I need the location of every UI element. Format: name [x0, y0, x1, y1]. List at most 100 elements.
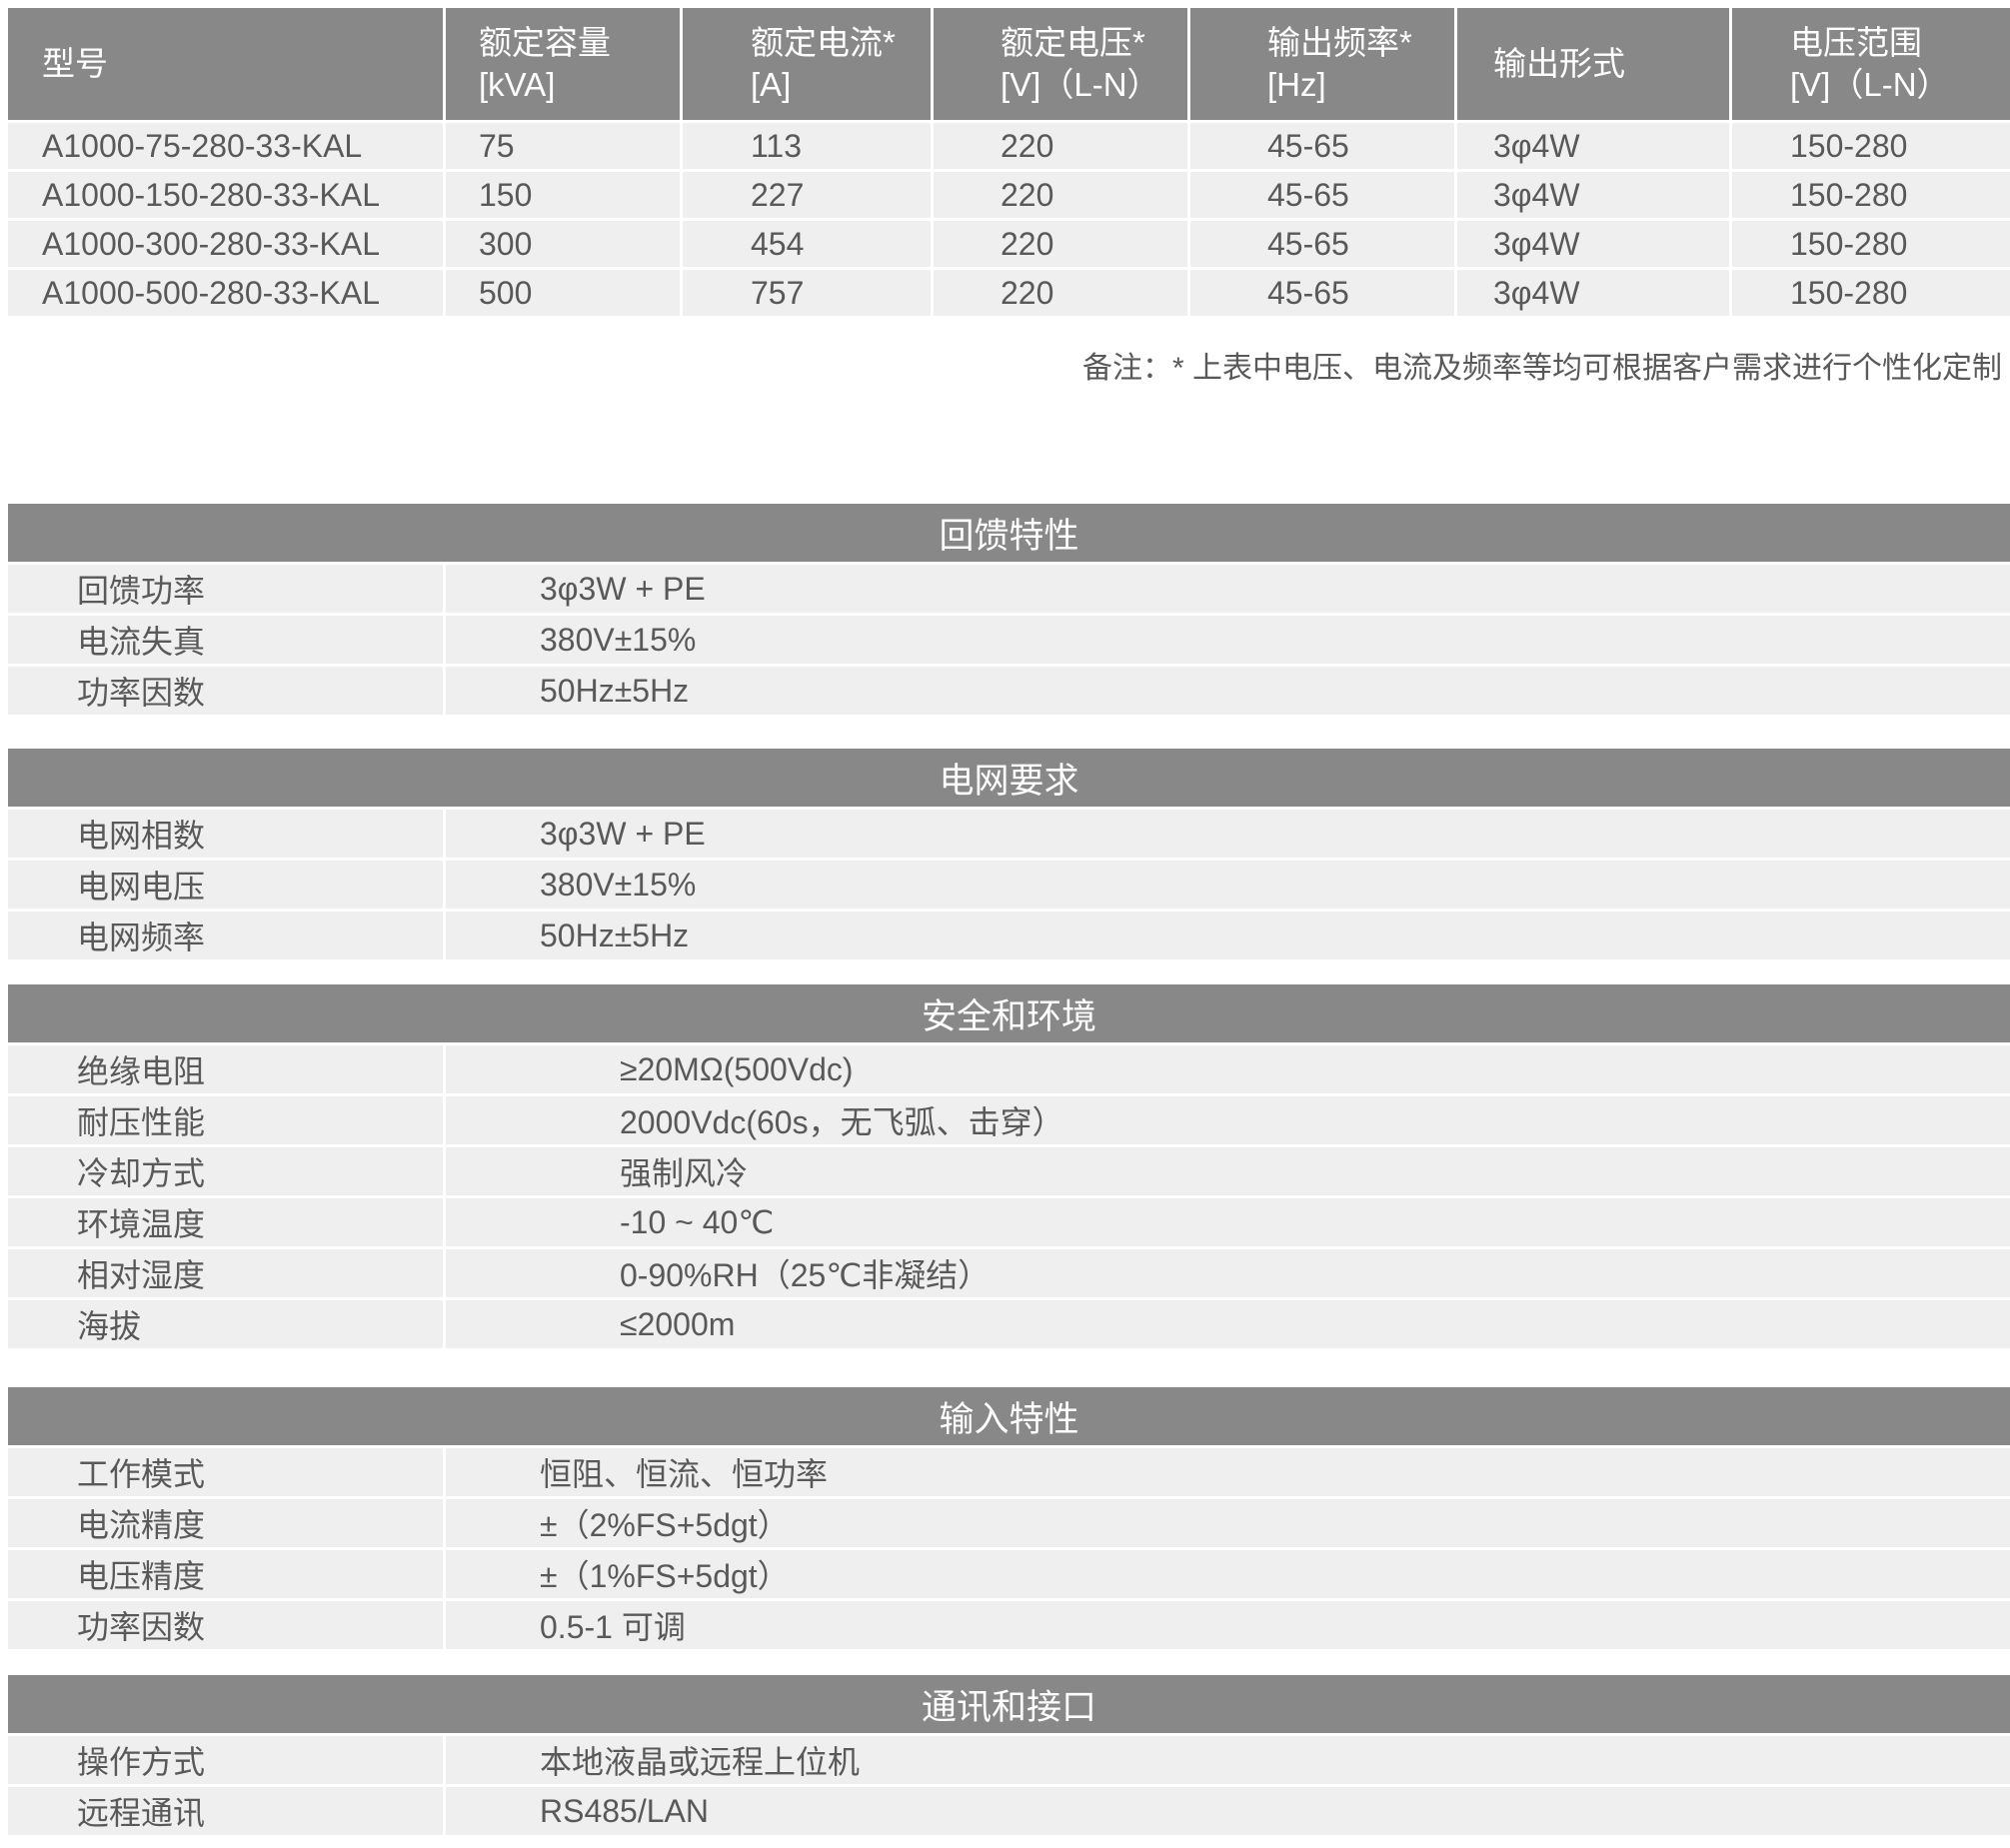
spec-row-label: 电流失真 [8, 616, 443, 664]
column-header-unit: [Hz] [1267, 66, 1326, 103]
spec-row-label: 海拔 [8, 1300, 443, 1348]
table-footnote: 备注：* 上表中电压、电流及频率等均可根据客户需求进行个性化定制 [1081, 352, 2002, 385]
spec-row: 耐压性能 2000Vdc(60s，无飞弧、击穿） [8, 1096, 2010, 1144]
spec-section: 通讯和接口 操作方式 本地液晶或远程上位机 远程通讯 RS485/LAN [8, 1675, 2010, 1835]
column-header: 型号 [8, 8, 446, 120]
column-header: 电压范围 [V]（L-N） [1732, 8, 2010, 120]
table-row: A1000-75-280-33-KAL 75 113 220 45-65 3φ4W 150-… [8, 123, 2010, 169]
spec-row-label: 功率因数 [8, 1601, 443, 1649]
value-cell: 75 [446, 123, 683, 169]
spec-row: 回馈功率 3φ3W + PE [8, 565, 2010, 613]
spec-row: 功率因数 0.5-1 可调 [8, 1601, 2010, 1649]
spec-row-label: 绝缘电阻 [8, 1045, 443, 1093]
value-cell: 3φ4W [1457, 123, 1732, 169]
value-cell: 113 [683, 123, 934, 169]
spec-row-label: 电压精度 [8, 1550, 443, 1598]
spec-row-value: 强制风冷 [446, 1147, 2010, 1195]
section-title: 电网要求 [939, 761, 1079, 801]
spec-row-value: RS485/LAN [446, 1787, 2010, 1835]
spec-row: 环境温度 -10 ~ 40℃ [8, 1198, 2010, 1246]
value-cell: 220 [934, 270, 1190, 316]
column-header: 额定容量 [kVA] [446, 8, 683, 120]
section-title: 通讯和接口 [921, 1687, 1096, 1727]
value-cell: 150-280 [1732, 123, 2010, 169]
value-cell: 300 [446, 221, 683, 267]
value-cell: 150-280 [1732, 172, 2010, 218]
spec-row-label: 工作模式 [8, 1448, 443, 1496]
section-header-bar: 回馈特性 [8, 504, 2010, 562]
spec-row-label: 冷却方式 [8, 1147, 443, 1195]
spec-row-value: 3φ3W + PE [446, 810, 2010, 858]
section-title: 回馈特性 [939, 516, 1079, 556]
section-header-bar: 安全和环境 [8, 984, 2010, 1042]
spec-row: 绝缘电阻 ≥20MΩ(500Vdc) [8, 1045, 2010, 1093]
spec-row-label: 耐压性能 [8, 1096, 443, 1144]
column-header-label: 额定电流* [751, 24, 896, 61]
value-cell: 227 [683, 172, 934, 218]
table-header-row: 型号 额定容量 [kVA] 额定电流* [A] 额定电压* [V]（L-N） 输出频率* [Hz… [8, 8, 2010, 120]
spec-row-value: ±（1%FS+5dgt） [446, 1550, 2010, 1598]
spec-row-label: 电网相数 [8, 810, 443, 858]
table-row: A1000-500-280-33-KAL 500 757 220 45-65 3φ4W 15… [8, 270, 2010, 316]
spec-row-value: ≤2000m [446, 1300, 2010, 1348]
spec-row: 电流失真 380V±15% [8, 616, 2010, 664]
spec-section: 安全和环境绝缘电阻 ≥20MΩ(500Vdc) 耐压性能 2000Vdc(60s，无飞… [8, 984, 2010, 1348]
column-header-label: 输出形式 [1493, 45, 1625, 82]
column-header-unit: [kVA] [479, 66, 556, 103]
spec-row-label: 相对湿度 [8, 1249, 443, 1297]
column-header-unit: [A] [751, 66, 792, 103]
spec-row: 电流精度 ±（2%FS+5dgt） [8, 1499, 2010, 1547]
column-header-label: 输出频率* [1267, 24, 1412, 61]
value-cell: 45-65 [1190, 221, 1457, 267]
value-cell: 454 [683, 221, 934, 267]
spec-row-label: 功率因数 [8, 667, 443, 715]
value-cell: 220 [934, 221, 1190, 267]
spec-row-value: 3φ3W + PE [446, 565, 2010, 613]
section-header-bar: 输入特性 [8, 1387, 2010, 1445]
column-header: 输出形式 [1457, 8, 1732, 120]
table-row: A1000-300-280-33-KAL 300 454 220 45-65 3φ4W 15… [8, 221, 2010, 267]
section-header-bar: 通讯和接口 [8, 1675, 2010, 1733]
spec-row-value: 本地液晶或远程上位机 [446, 1736, 2010, 1784]
spec-row: 相对湿度 0-90%RH（25℃非凝结） [8, 1249, 2010, 1297]
section-title: 安全和环境 [921, 996, 1096, 1036]
model-cell: A1000-75-280-33-KAL [8, 123, 446, 169]
column-header-unit: [V]（L-N） [1001, 66, 1160, 103]
value-cell: 150-280 [1732, 221, 2010, 267]
spec-row: 电网频率 50Hz±5Hz [8, 912, 2010, 959]
column-header: 额定电压* [V]（L-N） [934, 8, 1190, 120]
spec-row: 电网电压 380V±15% [8, 861, 2010, 909]
model-cell: A1000-500-280-33-KAL [8, 270, 446, 316]
value-cell: 3φ4W [1457, 270, 1732, 316]
value-cell: 3φ4W [1457, 172, 1732, 218]
spec-row: 功率因数 50Hz±5Hz [8, 667, 2010, 715]
spec-row-label: 电网频率 [8, 912, 443, 959]
model-cell: A1000-300-280-33-KAL [8, 221, 446, 267]
spec-row: 操作方式 本地液晶或远程上位机 [8, 1736, 2010, 1784]
value-cell: 3φ4W [1457, 221, 1732, 267]
value-cell: 45-65 [1190, 123, 1457, 169]
spec-row: 工作模式 恒阻、恒流、恒功率 [8, 1448, 2010, 1496]
value-cell: 220 [934, 123, 1190, 169]
spec-row-value: ≥20MΩ(500Vdc) [446, 1045, 2010, 1093]
spec-row-value: ±（2%FS+5dgt） [446, 1499, 2010, 1547]
section-title: 输入特性 [939, 1399, 1079, 1439]
spec-row-value: 2000Vdc(60s，无飞弧、击穿） [446, 1096, 2010, 1144]
value-cell: 220 [934, 172, 1190, 218]
value-cell: 150-280 [1732, 270, 2010, 316]
spec-section: 输入特性工作模式 恒阻、恒流、恒功率 电流精度 ±（2%FS+5dgt） 电压精度 ±（1… [8, 1387, 2010, 1649]
column-header-label: 型号 [42, 45, 108, 82]
section-header-bar: 电网要求 [8, 749, 2010, 807]
value-cell: 500 [446, 270, 683, 316]
value-cell: 757 [683, 270, 934, 316]
spec-row: 电压精度 ±（1%FS+5dgt） [8, 1550, 2010, 1598]
spec-row-value: -10 ~ 40℃ [446, 1198, 2010, 1246]
spec-row-label: 操作方式 [8, 1736, 443, 1784]
value-cell: 150 [446, 172, 683, 218]
model-spec-table: 型号 额定容量 [kVA] 额定电流* [A] 额定电压* [V]（L-N） 输出频率* [Hz… [8, 5, 2010, 319]
value-cell: 45-65 [1190, 270, 1457, 316]
column-header-unit: [V]（L-N） [1790, 66, 1950, 103]
spec-section: 电网要求电网相数 3φ3W + PE 电网电压 380V±15% 电网频率 50Hz±5H… [8, 749, 2010, 959]
spec-row: 冷却方式 强制风冷 [8, 1147, 2010, 1195]
spec-row-value: 恒阻、恒流、恒功率 [446, 1448, 2010, 1496]
